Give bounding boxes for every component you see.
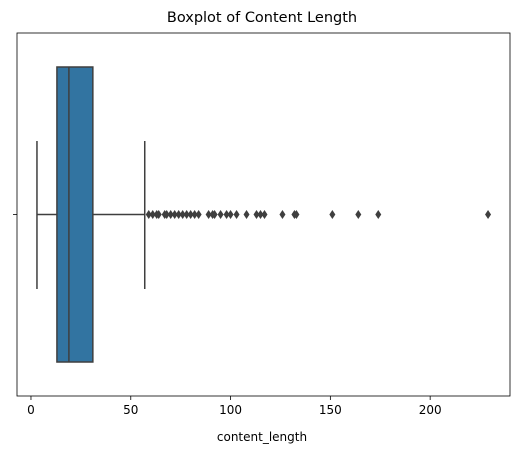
outlier-point <box>233 210 240 219</box>
x-axis: 0 50 100 150 200 <box>13 214 442 417</box>
x-axis-label: content_length <box>217 430 307 444</box>
outlier-point <box>227 210 234 219</box>
outlier-point <box>329 210 336 219</box>
x-tick-label: 0 <box>27 403 35 417</box>
x-tick-label: 200 <box>419 403 442 417</box>
outlier-point <box>211 210 218 219</box>
outlier-point <box>167 210 174 219</box>
outlier-point <box>355 210 362 219</box>
outlier-point <box>163 210 170 219</box>
outlier-point <box>217 210 224 219</box>
outlier-point <box>183 210 190 219</box>
outlier-point <box>171 210 178 219</box>
x-tick-label: 50 <box>123 403 138 417</box>
outlier-point <box>293 210 300 219</box>
outlier-point <box>187 210 194 219</box>
outlier-point <box>375 210 382 219</box>
plot-frame <box>16 32 511 397</box>
chart-title: Boxplot of Content Length <box>167 10 357 26</box>
outlier-point <box>257 210 264 219</box>
outlier-point <box>205 210 212 219</box>
outlier-point <box>279 210 286 219</box>
outlier-point <box>195 210 202 219</box>
outlier-point <box>191 210 198 219</box>
outlier-point <box>179 210 186 219</box>
outlier-point <box>243 210 250 219</box>
outlier-point <box>155 210 162 219</box>
outlier-point <box>175 210 182 219</box>
outlier-point <box>145 210 152 219</box>
iqr-box <box>56 66 94 363</box>
outlier-point <box>253 210 260 219</box>
outlier-point <box>261 210 268 219</box>
outlier-point <box>485 210 492 219</box>
outlier-point <box>149 210 156 219</box>
outlier-point <box>223 210 230 219</box>
x-tick-label: 100 <box>219 403 242 417</box>
x-tick-label: 150 <box>319 403 342 417</box>
plot-area <box>36 66 492 363</box>
